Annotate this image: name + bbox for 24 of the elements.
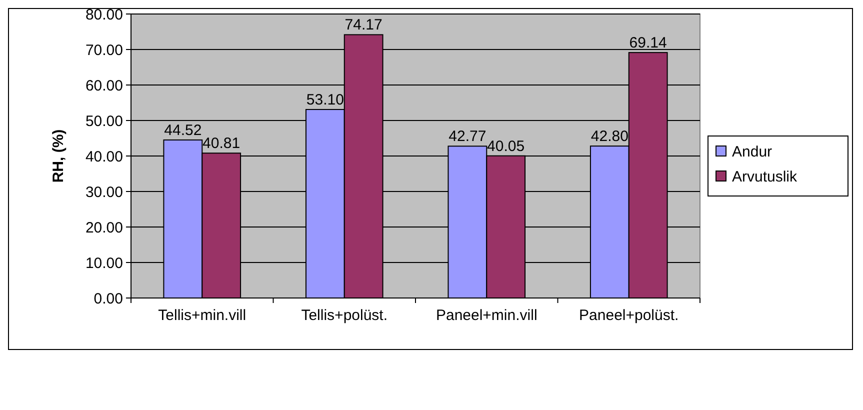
x-tick-label: Tellis+polüst. xyxy=(301,307,388,324)
y-tick-label: 40.00 xyxy=(85,148,123,166)
data-label: 44.52 xyxy=(164,122,202,139)
y-tick-label: 60.00 xyxy=(85,77,123,94)
data-label: 53.10 xyxy=(306,91,344,108)
y-tick-label: 50.00 xyxy=(85,112,123,130)
data-label: 74.17 xyxy=(344,16,382,34)
x-tick-label: Paneel+polüst. xyxy=(579,307,679,324)
data-label: 42.80 xyxy=(590,128,628,146)
y-tick-label: 10.00 xyxy=(85,254,123,272)
y-axis-title: RH, (%) xyxy=(50,129,67,183)
y-tick-label: 0.00 xyxy=(94,290,123,308)
data-label: 40.05 xyxy=(487,138,525,155)
legend-label: Andur xyxy=(732,143,772,160)
y-tick-label: 70.00 xyxy=(85,42,123,59)
y-tick-label: 20.00 xyxy=(85,219,123,236)
data-label: 40.81 xyxy=(202,135,240,152)
data-label: 42.77 xyxy=(448,128,486,146)
y-tick-label: 80.00 xyxy=(85,6,123,24)
x-tick-label: Paneel+min.vill xyxy=(436,307,538,324)
data-label: 69.14 xyxy=(629,34,667,52)
legend-label: Arvutuslik xyxy=(732,168,798,186)
y-tick-label: 30.00 xyxy=(85,184,123,201)
x-tick-label: Tellis+min.vill xyxy=(158,307,246,324)
